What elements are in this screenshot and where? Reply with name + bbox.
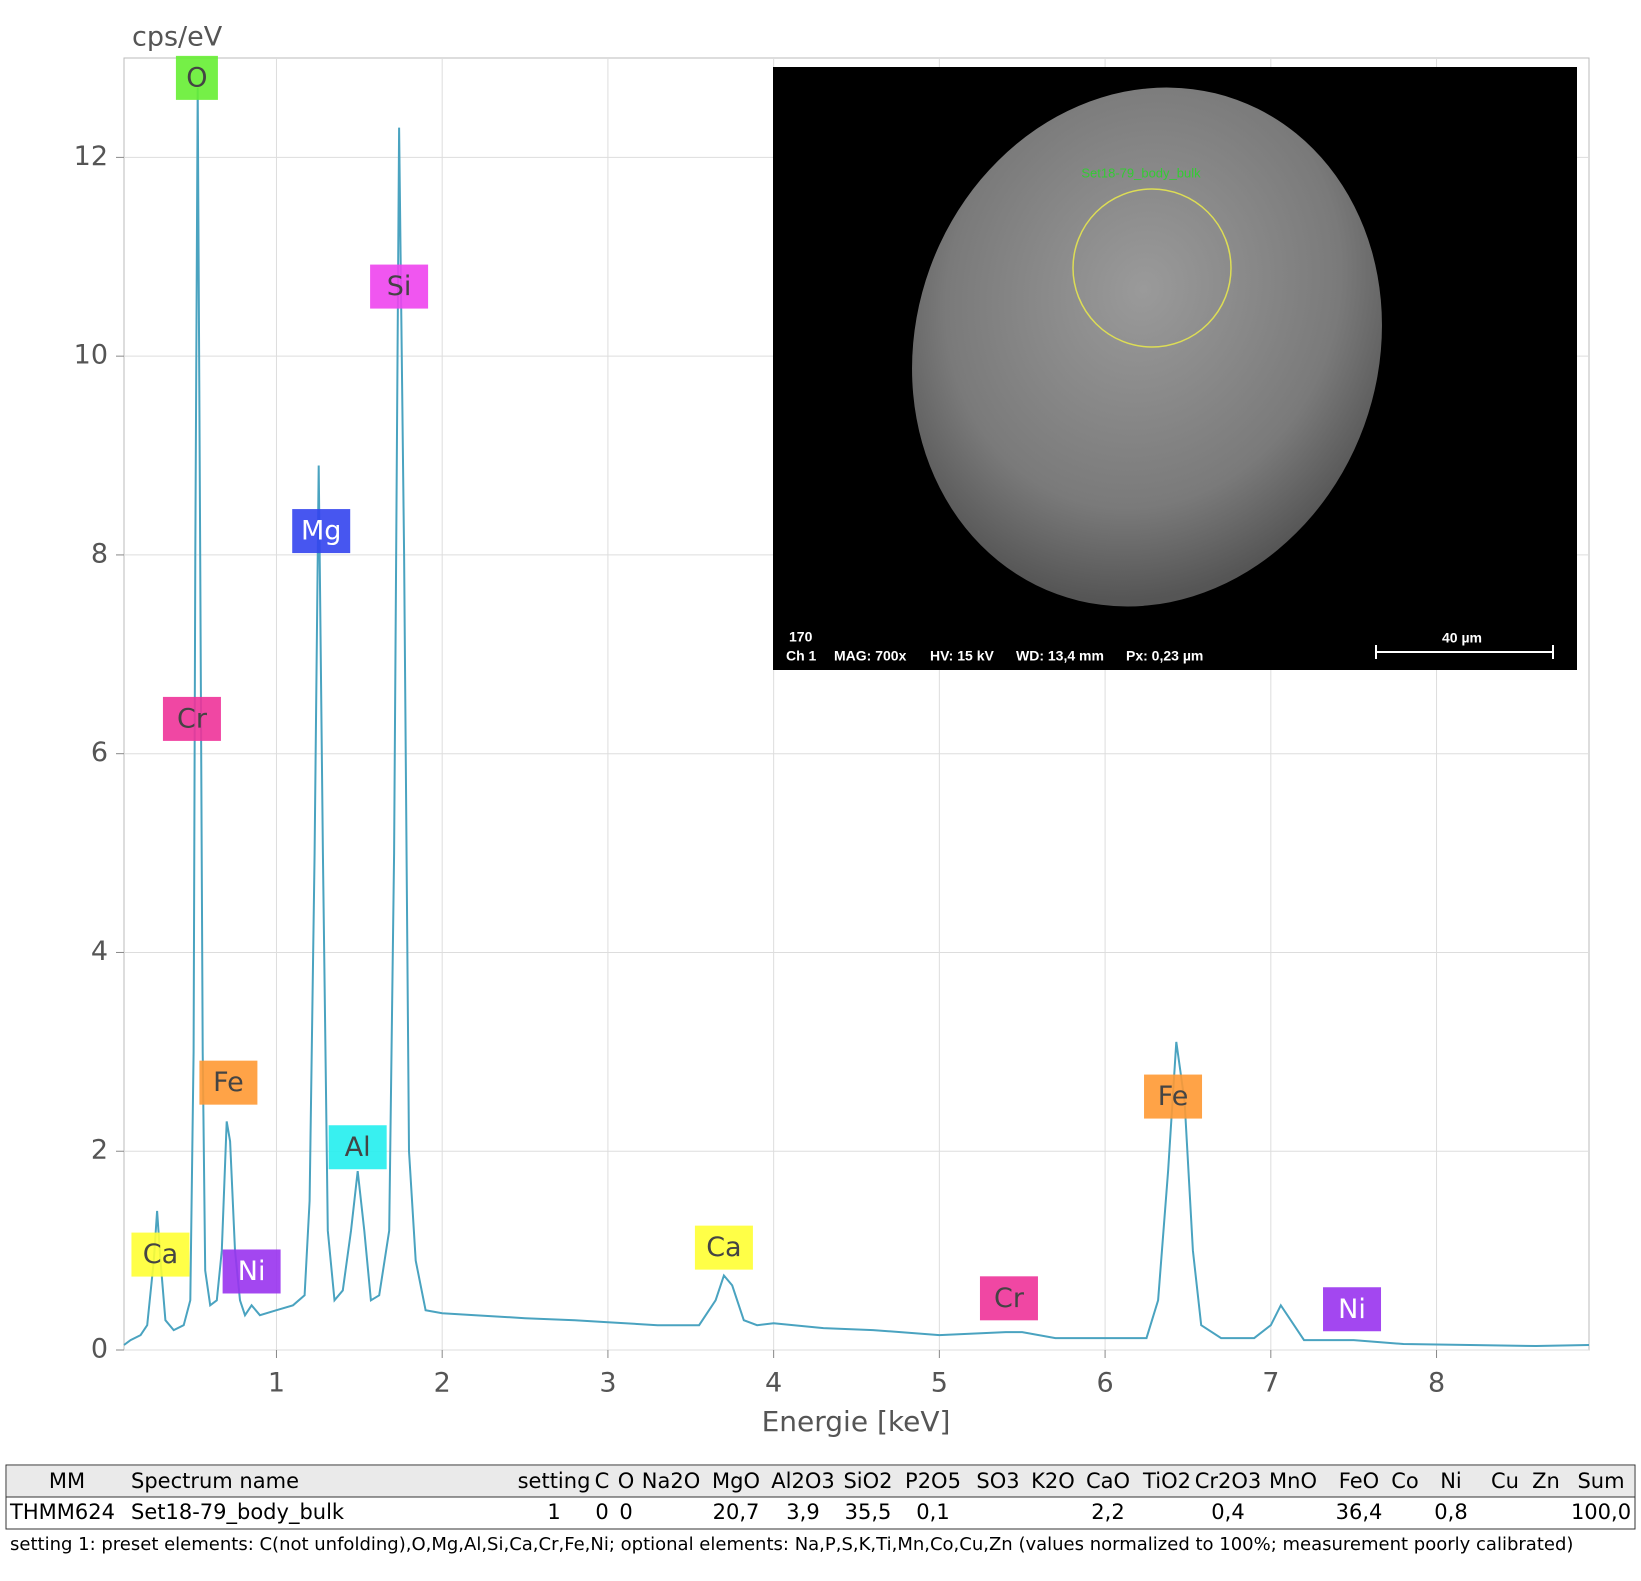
table-header-cell: K2O: [1031, 1469, 1075, 1493]
element-label-box: [131, 1232, 190, 1277]
sem-spot: [1072, 188, 1232, 348]
y-tick-label: 4: [91, 936, 108, 967]
table-cell: 0,4: [1211, 1500, 1244, 1524]
element-label-box: [175, 55, 218, 100]
sem-scale-bar: [1375, 645, 1554, 659]
sem-channel: Ch 1: [786, 648, 817, 664]
table-header-cell: Cu: [1491, 1469, 1519, 1493]
table-header-cell: SiO2: [843, 1469, 892, 1493]
table-header-cell: Cr2O3: [1195, 1469, 1262, 1493]
element-label: Fe: [1158, 1081, 1189, 1112]
sem-hv: HV: 15 kV: [930, 648, 994, 664]
sem-spot-label: Set18-79_body_bulk: [1081, 165, 1201, 180]
sem-px: Px: 0,23 µm: [1126, 648, 1203, 664]
table-cell: 0: [595, 1500, 608, 1524]
table-header-cell: Al2O3: [771, 1469, 834, 1493]
x-tick-label: 6: [1096, 1368, 1113, 1399]
sem-mag: MAG: 700x: [834, 648, 907, 664]
table-cell: 35,5: [845, 1500, 892, 1524]
element-label: Ca: [143, 1239, 178, 1270]
element-label: Mg: [301, 516, 341, 547]
element-label: Ca: [706, 1232, 741, 1263]
x-tick-label: 8: [1428, 1368, 1445, 1399]
element-label-box: [328, 1125, 387, 1170]
table-header-cell: CaO: [1086, 1469, 1130, 1493]
table-header-cell: C: [595, 1469, 610, 1493]
y-tick-label: 10: [74, 340, 108, 371]
table-header-cell: SO3: [976, 1469, 1019, 1493]
element-label: Cr: [994, 1283, 1025, 1314]
element-label: Ni: [238, 1256, 266, 1287]
sem-image: Set18-79_body_bulk 170 Ch 1 MAG: 700x HV…: [773, 67, 1577, 670]
element-label-box: [199, 1060, 258, 1105]
table-header-cell: Na2O: [642, 1469, 700, 1493]
y-tick-label: 6: [91, 737, 108, 768]
y-tick-label: 0: [91, 1334, 108, 1365]
element-label: Cr: [177, 703, 208, 734]
sem-wd: WD: 13,4 mm: [1016, 648, 1104, 664]
element-label: Ni: [1338, 1294, 1366, 1325]
x-tick-label: 3: [599, 1368, 616, 1399]
table-header-cell: Spectrum name: [131, 1469, 299, 1493]
table-cell: 0,8: [1434, 1500, 1467, 1524]
sem-id: 170: [789, 629, 813, 645]
x-tick-label: 5: [931, 1368, 948, 1399]
footnote: setting 1: preset elements: C(not unfold…: [10, 1534, 1573, 1555]
table-cell: 0,1: [916, 1500, 949, 1524]
element-label: Fe: [213, 1067, 244, 1098]
table-cell: 3,9: [786, 1500, 819, 1524]
table-cell: 36,4: [1336, 1500, 1383, 1524]
y-tick-label: 8: [91, 538, 108, 569]
table-cell: 100,0: [1571, 1500, 1631, 1524]
table-header-cell: TiO2: [1142, 1469, 1191, 1493]
table-header-cell: MgO: [712, 1469, 760, 1493]
y-tick-label: 2: [91, 1135, 108, 1166]
element-label-box: [292, 509, 351, 554]
element-label: Al: [345, 1132, 371, 1163]
table-header-cell: MnO: [1269, 1469, 1317, 1493]
table-cell: 20,7: [713, 1500, 760, 1524]
table-header-cell: Zn: [1532, 1469, 1560, 1493]
table-cell: THMM624: [9, 1500, 115, 1524]
element-label-box: [1323, 1287, 1382, 1332]
y-tick-label: 12: [74, 141, 108, 172]
table-header-cell: Co: [1391, 1469, 1419, 1493]
table-header-cell: P2O5: [905, 1469, 961, 1493]
element-label: Si: [387, 271, 412, 302]
table-cell: 2,2: [1091, 1500, 1124, 1524]
table-cell: 1: [547, 1500, 560, 1524]
element-label-box: [694, 1225, 753, 1270]
table-header-cell: Ni: [1440, 1469, 1462, 1493]
element-label-box: [162, 696, 221, 741]
x-axis-label: Energie [keV]: [762, 1405, 951, 1438]
element-label-box: [370, 264, 429, 309]
table-header-cell: O: [618, 1469, 635, 1493]
table-cell: Set18-79_body_bulk: [131, 1500, 345, 1525]
x-tick-label: 2: [434, 1368, 451, 1399]
y-axis-label: cps/eV: [132, 22, 223, 53]
element-label: O: [186, 62, 207, 93]
element-label-box: [1144, 1074, 1203, 1119]
element-label-box: [222, 1249, 281, 1294]
table-header-bg: [7, 1466, 1634, 1497]
table-header-cell: FeO: [1339, 1469, 1379, 1493]
table-header-cell: Sum: [1577, 1469, 1624, 1493]
element-label-box: [979, 1276, 1038, 1321]
table-header-cell: MM: [49, 1469, 85, 1493]
x-tick-label: 7: [1262, 1368, 1279, 1399]
table-cell: 0: [619, 1500, 632, 1524]
table: MM Spectrum name setting C O Na2O MgO Al2O3 SiO2…: [5, 1464, 1636, 1530]
sem-scale-label: 40 µm: [1442, 630, 1482, 646]
table-header-cell: setting: [518, 1469, 591, 1493]
x-tick-label: 4: [765, 1368, 782, 1399]
x-tick-label: 1: [268, 1368, 285, 1399]
